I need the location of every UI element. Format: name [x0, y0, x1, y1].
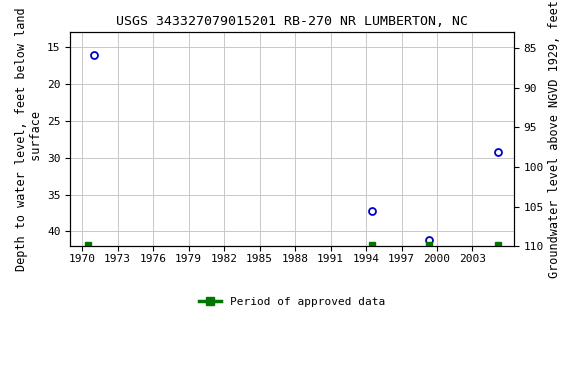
Y-axis label: Groundwater level above NGVD 1929, feet: Groundwater level above NGVD 1929, feet [548, 0, 561, 278]
Title: USGS 343327079015201 RB-270 NR LUMBERTON, NC: USGS 343327079015201 RB-270 NR LUMBERTON… [116, 15, 468, 28]
Y-axis label: Depth to water level, feet below land
 surface: Depth to water level, feet below land su… [15, 7, 43, 271]
Legend: Period of approved data: Period of approved data [195, 293, 390, 311]
